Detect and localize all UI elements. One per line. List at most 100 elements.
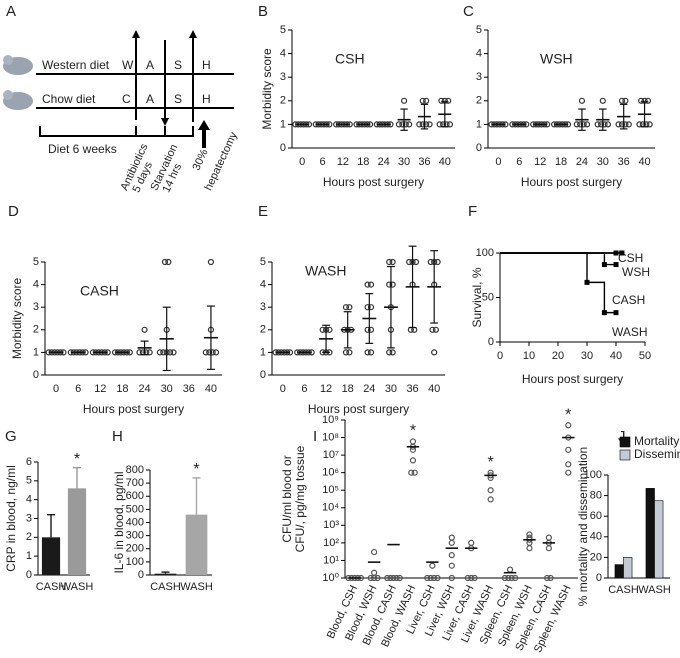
significance-star: * bbox=[488, 454, 494, 471]
y-tick-label: 4 bbox=[33, 279, 39, 291]
data-point bbox=[448, 552, 455, 559]
mouse-icon bbox=[3, 90, 13, 100]
arrow-head bbox=[161, 118, 169, 126]
data-point bbox=[170, 349, 177, 356]
bar bbox=[614, 564, 624, 579]
x-tick-label: 36 bbox=[183, 383, 195, 395]
legend-label: Mortality bbox=[634, 434, 679, 448]
data-point bbox=[501, 574, 509, 582]
survival-marker bbox=[584, 279, 590, 285]
data-point bbox=[448, 562, 455, 569]
data-point bbox=[434, 258, 441, 266]
y-tick-label: 200 bbox=[126, 543, 144, 555]
survival-marker bbox=[613, 310, 619, 316]
data-point bbox=[161, 258, 169, 266]
data-point bbox=[342, 349, 350, 356]
data-point bbox=[429, 562, 436, 569]
data-point bbox=[545, 545, 552, 552]
x-tick-label: 24 bbox=[576, 156, 588, 168]
x-axis-label: Hours post surgery bbox=[83, 402, 184, 416]
step-label: A bbox=[146, 58, 154, 72]
survival-marker bbox=[601, 262, 607, 268]
data-point bbox=[406, 121, 413, 128]
y-tick-label: 300 bbox=[126, 530, 144, 542]
panel-label: C bbox=[463, 3, 474, 20]
data-point bbox=[209, 349, 216, 356]
y-tick-label: 10³ bbox=[323, 519, 339, 531]
data-point bbox=[387, 574, 394, 582]
data-point bbox=[146, 349, 153, 356]
data-point bbox=[432, 326, 439, 333]
y-tick-label: 1 bbox=[33, 346, 39, 358]
data-point bbox=[166, 349, 174, 356]
data-point bbox=[545, 534, 552, 541]
data-point bbox=[419, 121, 426, 128]
y-tick-label: 10⁸ bbox=[322, 431, 339, 443]
bar bbox=[623, 557, 633, 579]
data-point bbox=[406, 258, 413, 266]
data-point bbox=[512, 574, 519, 582]
data-point bbox=[364, 349, 371, 356]
data-point bbox=[160, 349, 167, 356]
data-point bbox=[565, 446, 572, 453]
x-tick-label: 12 bbox=[337, 156, 349, 168]
data-point bbox=[618, 121, 626, 128]
x-tick-label: 36 bbox=[418, 156, 430, 168]
data-point bbox=[393, 574, 400, 582]
series-label: WASH bbox=[612, 325, 648, 339]
data-point bbox=[638, 97, 645, 104]
series-label: CASH bbox=[612, 293, 645, 307]
data-point bbox=[386, 258, 393, 266]
data-point bbox=[408, 469, 415, 476]
step-label: S bbox=[174, 92, 182, 106]
diet-label: Western diet bbox=[42, 58, 110, 72]
x-tick-label: 24 bbox=[138, 383, 150, 395]
step-label: W bbox=[122, 58, 134, 72]
x-tick-label: 40 bbox=[428, 383, 440, 395]
data-point bbox=[583, 121, 591, 128]
data-point bbox=[399, 121, 406, 128]
data-point bbox=[565, 461, 572, 468]
x-tick-label: CASH bbox=[608, 584, 639, 596]
bar bbox=[645, 488, 655, 579]
data-point bbox=[386, 349, 393, 356]
y-tick-label: 4 bbox=[280, 48, 286, 60]
x-tick-label: 18 bbox=[357, 156, 369, 168]
y-tick-label: 3 bbox=[280, 71, 286, 83]
data-point bbox=[206, 349, 213, 356]
x-tick-label: 18 bbox=[116, 383, 128, 395]
y-tick-label: 2 bbox=[476, 95, 482, 107]
x-tick-label: 0 bbox=[497, 350, 503, 362]
y-tick-label: 2 bbox=[280, 95, 286, 107]
data-point bbox=[431, 349, 438, 356]
bar bbox=[41, 537, 61, 575]
step-label: A bbox=[146, 92, 154, 106]
data-point bbox=[346, 349, 353, 356]
data-point bbox=[412, 258, 420, 266]
data-point bbox=[409, 457, 417, 464]
data-point bbox=[448, 574, 455, 582]
y-tick-label: 0 bbox=[476, 142, 482, 154]
panel-label: H bbox=[112, 428, 123, 445]
y-tick-label: 40 bbox=[590, 531, 602, 543]
x-tick-label: 40 bbox=[439, 156, 451, 168]
phase-label: hepatectomy bbox=[202, 130, 240, 193]
data-point bbox=[371, 569, 378, 576]
y-tick-label: 1 bbox=[476, 118, 482, 130]
y-axis-label: CRP in blood, ng/ml bbox=[4, 465, 18, 572]
duration-label: Diet 6 weeks bbox=[48, 142, 117, 156]
data-point bbox=[636, 121, 643, 128]
data-point bbox=[346, 304, 353, 311]
x-tick-label: 0 bbox=[299, 156, 305, 168]
y-tick-label: 1 bbox=[260, 346, 266, 358]
x-tick-label: 0 bbox=[495, 156, 501, 168]
significance-star: * bbox=[410, 423, 416, 440]
x-tick-label: 40 bbox=[205, 383, 217, 395]
bar bbox=[154, 573, 177, 575]
data-point bbox=[615, 121, 622, 128]
x-tick-label: WASH bbox=[61, 581, 94, 593]
x-tick-label: 0 bbox=[280, 383, 286, 395]
y-tick-label: 3 bbox=[476, 71, 482, 83]
x-tick-label: 24 bbox=[363, 383, 375, 395]
